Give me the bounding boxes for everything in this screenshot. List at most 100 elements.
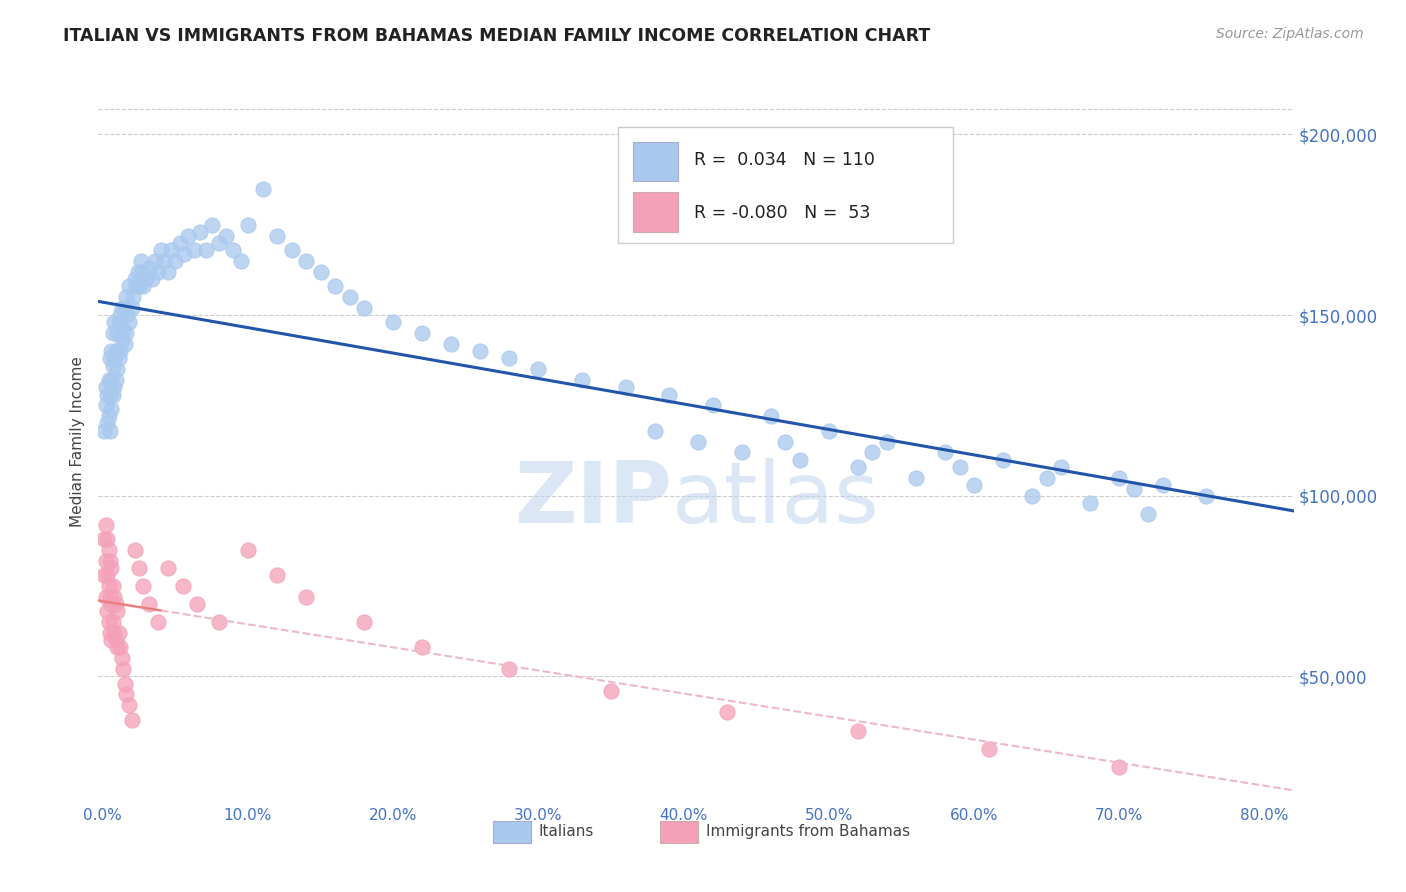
Point — [93, 568, 115, 582]
Point — [97, 542, 120, 557]
Point — [152, 253, 174, 268]
Point — [122, 290, 145, 304]
Text: Immigrants from Bahamas: Immigrants from Bahamas — [706, 824, 910, 839]
Point — [904, 470, 927, 484]
Point — [527, 362, 550, 376]
Point — [118, 279, 141, 293]
Point — [775, 434, 797, 449]
Point — [658, 387, 681, 401]
Point — [141, 272, 163, 286]
Point — [125, 279, 148, 293]
Text: atlas: atlas — [672, 458, 880, 541]
Point — [100, 402, 122, 417]
FancyBboxPatch shape — [619, 128, 953, 243]
Point — [114, 301, 136, 315]
Point — [177, 228, 200, 243]
Point — [353, 615, 375, 630]
Point — [160, 243, 183, 257]
Point — [114, 676, 136, 690]
Point — [97, 615, 120, 630]
Point — [600, 683, 623, 698]
Point — [138, 597, 160, 611]
Point — [1195, 489, 1218, 503]
Point — [101, 359, 124, 373]
Point — [571, 373, 593, 387]
Point — [215, 228, 238, 243]
Point — [991, 452, 1014, 467]
Point — [100, 561, 122, 575]
Point — [124, 542, 146, 557]
Point — [1035, 470, 1057, 484]
Point — [118, 315, 141, 329]
Point — [818, 424, 841, 438]
Point — [100, 373, 122, 387]
Point — [222, 243, 245, 257]
Point — [127, 265, 149, 279]
FancyBboxPatch shape — [633, 142, 678, 181]
Point — [498, 662, 520, 676]
Point — [846, 723, 869, 738]
Point — [98, 590, 121, 604]
Point — [94, 517, 117, 532]
Point — [101, 615, 124, 630]
Point — [101, 579, 124, 593]
Point — [97, 409, 120, 424]
Text: Source: ZipAtlas.com: Source: ZipAtlas.com — [1216, 27, 1364, 41]
Point — [149, 243, 172, 257]
Point — [94, 590, 117, 604]
Point — [105, 362, 128, 376]
Point — [108, 640, 131, 655]
Point — [115, 290, 138, 304]
Point — [105, 326, 128, 340]
Point — [98, 424, 121, 438]
Point — [114, 337, 136, 351]
Point — [103, 380, 125, 394]
Point — [121, 713, 143, 727]
Point — [98, 387, 121, 401]
Point — [111, 334, 134, 348]
Text: ITALIAN VS IMMIGRANTS FROM BAHAMAS MEDIAN FAMILY INCOME CORRELATION CHART: ITALIAN VS IMMIGRANTS FROM BAHAMAS MEDIA… — [63, 27, 931, 45]
Point — [132, 579, 155, 593]
Point — [98, 351, 121, 366]
Point — [229, 253, 252, 268]
Point — [104, 373, 127, 387]
Point — [94, 380, 117, 394]
Point — [280, 243, 302, 257]
Text: Italians: Italians — [538, 824, 593, 839]
Point — [157, 265, 180, 279]
Point — [129, 253, 152, 268]
Point — [440, 337, 463, 351]
FancyBboxPatch shape — [661, 821, 699, 843]
Point — [186, 597, 208, 611]
Point — [1108, 760, 1130, 774]
Point — [236, 542, 259, 557]
Point — [98, 626, 121, 640]
Point — [107, 315, 129, 329]
Point — [112, 662, 135, 676]
Point — [118, 698, 141, 713]
Point — [1137, 507, 1160, 521]
Point — [759, 409, 782, 424]
Point — [112, 322, 135, 336]
Point — [183, 243, 205, 257]
Point — [128, 279, 150, 293]
Point — [143, 253, 166, 268]
Y-axis label: Median Family Income: Median Family Income — [70, 356, 86, 527]
Point — [94, 398, 117, 412]
Point — [208, 615, 231, 630]
Point — [107, 351, 129, 366]
Point — [353, 301, 375, 315]
Point — [165, 253, 187, 268]
Point — [138, 261, 160, 276]
Point — [96, 417, 118, 431]
Point — [977, 741, 1000, 756]
Point — [789, 452, 811, 467]
Point — [94, 554, 117, 568]
Point — [194, 243, 217, 257]
Point — [266, 568, 288, 582]
Point — [382, 315, 405, 329]
Point — [98, 554, 121, 568]
Point — [96, 387, 118, 401]
Point — [295, 590, 318, 604]
Point — [731, 445, 754, 459]
